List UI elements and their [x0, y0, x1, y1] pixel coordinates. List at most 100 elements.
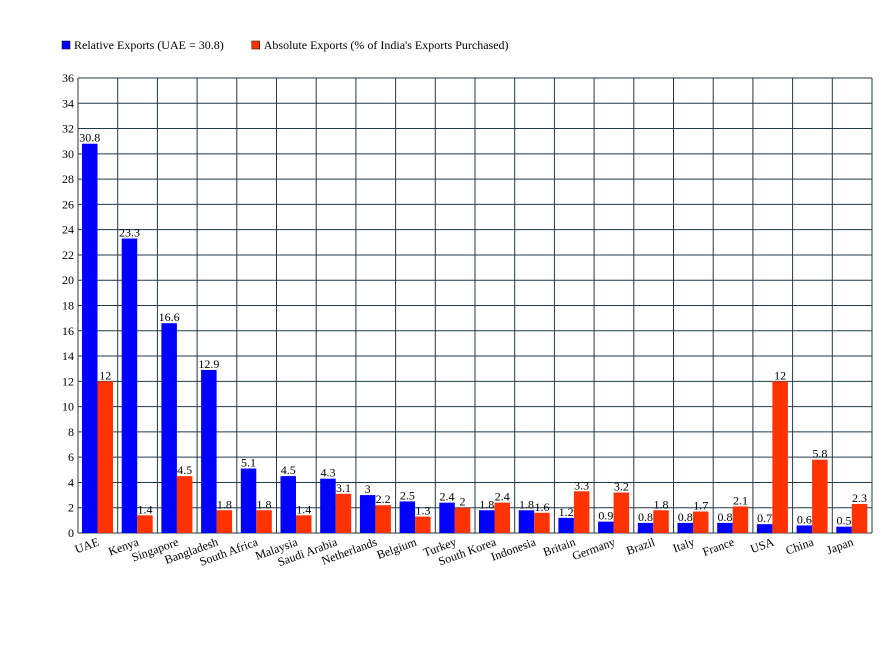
x-tick-label: Brazil [624, 534, 657, 557]
value-label: 3.2 [614, 480, 629, 494]
bar [637, 522, 654, 533]
value-label: 0.6 [797, 512, 812, 526]
value-label: 0.7 [757, 511, 772, 525]
bar [256, 510, 272, 533]
bar [97, 381, 113, 533]
x-tick-label: USA [748, 535, 776, 556]
bar [796, 525, 813, 533]
bar [121, 238, 138, 533]
y-tick-label: 18 [62, 299, 74, 313]
x-tick-label: Japan [825, 535, 855, 558]
x-tick-label: UAE [73, 535, 101, 557]
value-label: 5.8 [812, 447, 827, 461]
value-label: 1.8 [257, 497, 272, 511]
value-label: 2.5 [400, 488, 415, 502]
bar [375, 505, 391, 533]
bar [479, 510, 495, 533]
bar [176, 476, 193, 533]
bar [732, 506, 749, 533]
bar [320, 478, 336, 533]
bar [598, 521, 614, 533]
y-tick-label: 30 [62, 147, 74, 161]
value-label: 1.4 [296, 502, 311, 516]
bar [812, 459, 828, 533]
bar [335, 493, 352, 533]
value-label: 0.8 [717, 510, 732, 524]
bar [772, 381, 788, 533]
legend-swatch [61, 40, 71, 50]
bar [201, 369, 217, 533]
bar [161, 323, 177, 533]
value-label: 4.3 [320, 466, 335, 480]
legend-swatch [251, 40, 260, 50]
value-label: 2.4 [495, 490, 510, 504]
y-tick-label: 34 [62, 96, 74, 110]
value-label: 1.8 [654, 497, 669, 511]
bar [851, 503, 868, 533]
value-label: 2.1 [733, 493, 748, 507]
value-label: 16.6 [159, 310, 180, 324]
value-label: 12 [99, 368, 111, 382]
y-tick-label: 28 [62, 172, 74, 186]
x-tick-label: Indonesia [489, 534, 538, 563]
y-tick-label: 6 [68, 450, 74, 464]
value-label: 1.8 [217, 497, 232, 511]
bar [573, 491, 590, 533]
y-tick-label: 24 [62, 223, 74, 237]
y-tick-label: 0 [68, 526, 74, 540]
y-tick-label: 36 [62, 71, 74, 85]
y-tick-label: 4 [68, 475, 74, 489]
bar [137, 515, 153, 533]
value-label: 0.8 [638, 510, 653, 524]
bar [415, 516, 431, 533]
bar [534, 512, 550, 533]
legend-label: Absolute Exports (% of India's Exports P… [264, 38, 509, 52]
value-label: 3.3 [574, 478, 589, 492]
value-label: 2 [460, 495, 466, 509]
y-tick-label: 16 [62, 324, 74, 338]
value-label: 1.4 [137, 502, 152, 516]
value-label: 5.1 [241, 456, 256, 470]
value-label: 0.8 [678, 510, 693, 524]
value-label: 23.3 [119, 226, 140, 240]
y-tick-label: 8 [68, 425, 74, 439]
bar [216, 510, 233, 533]
value-label: 1.8 [519, 497, 534, 511]
bar [653, 510, 669, 533]
y-tick-label: 2 [68, 501, 74, 515]
bar [454, 507, 471, 533]
value-label: 3 [365, 482, 371, 496]
bar [836, 526, 852, 533]
value-label: 1.6 [534, 500, 549, 514]
bar [359, 495, 376, 533]
bar [240, 468, 257, 533]
bar [613, 492, 630, 533]
bar [296, 515, 312, 533]
value-label: 1.3 [415, 504, 430, 518]
y-tick-label: 20 [62, 273, 74, 287]
x-tick-label: France [701, 535, 736, 559]
value-label: 12.9 [198, 357, 219, 371]
y-tick-label: 32 [62, 122, 74, 136]
y-tick-label: 14 [62, 349, 74, 363]
value-label: 12 [774, 368, 786, 382]
value-label: 1.2 [559, 505, 574, 519]
bar [439, 502, 455, 533]
value-label: 3.1 [336, 481, 351, 495]
bar [82, 143, 98, 533]
bar [280, 476, 296, 533]
value-label: 2.4 [440, 490, 455, 504]
value-label: 1.7 [693, 499, 708, 513]
value-label: 30.8 [79, 131, 100, 145]
value-label: 4.5 [281, 463, 296, 477]
bar [717, 522, 733, 533]
bar [518, 510, 535, 533]
x-tick-label: Italy [671, 535, 696, 556]
x-tick-label: Germany [570, 535, 617, 563]
y-tick-label: 12 [62, 374, 74, 388]
bar [693, 511, 709, 533]
value-label: 2.3 [852, 491, 867, 505]
x-tick-label: China [784, 534, 816, 557]
y-tick-label: 22 [62, 248, 74, 262]
value-label: 0.9 [598, 509, 613, 523]
